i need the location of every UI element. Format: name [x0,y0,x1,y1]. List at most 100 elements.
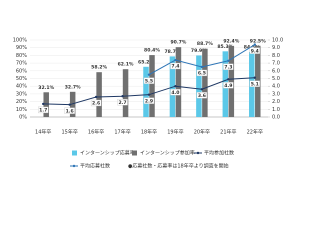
x-tick-label: 21年卒 [220,129,236,136]
line-value-label: 5.5 [145,78,153,84]
line-marker [200,88,204,91]
line-value-label: 2.9 [145,98,153,104]
line-value-label: 1.6 [66,108,74,114]
x-tick-label: 22年卒 [247,129,263,136]
line-marker [147,93,151,96]
line-value-label: 1.7 [39,108,47,114]
legend-label: インターンシップ参加率 [140,150,195,157]
line-marker [227,78,230,81]
note: ●応募社数・応募率は18年卒より調査を開始 [128,163,229,170]
bar-value-label: 92.4% [223,38,239,44]
value-box [117,99,128,106]
line-marker [68,103,71,106]
bar-value-label: 88.7% [197,41,213,47]
bar-value-label: 78.7% [164,49,180,55]
y-tick-label: 70% [16,61,27,67]
value-box [64,107,75,114]
value-box [249,47,260,54]
y2-tick-label: 5.0 [272,76,280,82]
bar-value-label: 58.2% [91,65,107,71]
y-tick-label: 100% [13,38,28,44]
legend-swatch [72,150,77,156]
y2-tick-label: 2.0 [272,99,280,105]
line-value-label: 7.4 [171,64,179,70]
y2-tick-label: 0.0 [272,115,280,121]
line-marker [94,95,98,99]
bar-value-label: 92.5% [250,38,266,44]
y2-tick-label: 9.0 [272,45,280,51]
x-tick-label: 17年卒 [114,129,130,136]
bar [149,55,155,117]
line-marker [121,95,124,98]
line-value-label: 2.6 [92,101,100,107]
y-tick-label: 40% [16,84,27,90]
x-tick-label: 19年卒 [167,129,183,136]
chart: 0% 10% 20% 30%40% 50% 60%70% 80% 90%100% 0.0 1.0 2… [13,38,283,170]
y2-tick-label: 4.0 [272,84,280,90]
y-tick-label: 60% [16,68,27,74]
value-box [196,92,208,99]
y-tick-label: 50% [16,76,27,82]
legend-label: 平均参加社数 [204,150,234,157]
y2-tick-label: 1.0 [272,107,280,113]
y-tick-label: 30% [16,91,27,97]
value-box [170,89,181,96]
bar [122,69,129,117]
legend-label: 平均応募社数 [80,163,110,170]
legend-marker [72,164,76,168]
y-tick-label: 20% [16,99,27,105]
bar-value-label: 80.4% [144,48,160,54]
y2-tick-label: 7.0 [272,61,280,67]
legend-swatch [132,150,137,156]
line-marker [253,43,256,46]
x-tick-label: 14年卒 [35,129,51,136]
y2-tick-label: 10.0 [272,38,283,44]
line-value-label: 2.7 [118,100,126,106]
x-tick-label: 15年卒 [61,129,77,136]
line-marker [227,59,230,62]
bar [196,55,202,117]
x-tick-label: 18年卒 [141,129,157,136]
y2-tick-label: 6.0 [272,68,280,74]
y2-tick-label: 3.0 [272,91,280,97]
bar-value-label: 32.7% [65,84,81,90]
line-marker [174,85,177,88]
line-value-label: 7.3 [224,64,232,70]
legend-marker [196,151,200,155]
value-box [143,97,155,104]
value-box [223,82,234,89]
y-tick-label: 10% [16,107,27,113]
bar [175,47,182,118]
bar-value-label: 90.7% [170,40,186,46]
line-marker [174,58,177,62]
value-box [143,77,155,84]
y2-tick-label: 8.0 [272,53,280,59]
line-value-label: 4.0 [171,90,179,96]
bar [69,91,76,117]
value-box [90,99,102,107]
bar-value-label: 79.9% [191,48,207,54]
line-value-label: 4.9 [224,83,232,89]
value-box [196,69,208,77]
bar-value-label: 32.1% [38,85,54,91]
value-box [249,80,260,87]
line-marker [253,76,256,79]
value-box [223,63,234,70]
x-tick-label: 20年卒 [194,129,210,136]
value-box [170,62,181,70]
line-value-label: 9.4 [251,48,259,54]
y-tick-label: 0% [19,115,27,121]
y-tick-label: 90% [16,45,27,51]
bar-value-label: 62.1% [118,62,134,68]
line-marker [200,65,204,69]
bar-value-label: 84.5% [244,44,260,50]
line-value-label: 3.6 [198,93,206,99]
bar-value-label: 85.3% [217,44,233,50]
bar [228,45,235,117]
line-marker [42,102,45,106]
bar [96,72,102,117]
line-value-label: 5.1 [251,81,259,87]
value-box [38,106,49,114]
bar [43,92,49,117]
x-tick-label: 16年卒 [88,129,104,136]
